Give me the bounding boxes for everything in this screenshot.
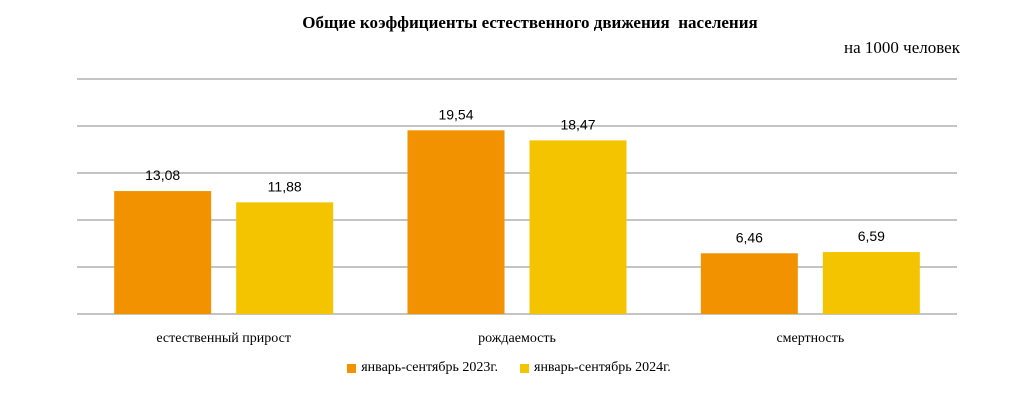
category-label: смертность [776, 331, 844, 346]
bar [822, 252, 920, 314]
bar [236, 202, 334, 314]
data-label: 19,54 [438, 106, 473, 122]
bar [529, 140, 627, 314]
legend-label-2024: январь-сентябрь 2024г. [534, 360, 671, 375]
data-label: 6,46 [736, 229, 763, 245]
bar [407, 130, 505, 314]
legend-label-2023: январь-сентябрь 2023г. [361, 360, 498, 375]
chart-subtitle: на 1000 человек [844, 38, 960, 57]
data-label: 11,88 [268, 178, 302, 194]
chart-title: Общие коэффициенты естественного движени… [302, 13, 758, 32]
legend-swatch-2023 [347, 363, 357, 373]
bar [700, 253, 798, 314]
legend: январь-сентябрь 2023г. январь-сентябрь 2… [0, 360, 1018, 376]
category-label: рождаемость [478, 331, 556, 346]
data-label: 18,47 [560, 116, 595, 132]
legend-swatch-2024 [520, 363, 529, 373]
legend-item-2023: январь-сентябрь 2023г. [347, 360, 498, 376]
category-label: естественный прирост [156, 331, 291, 346]
bar [114, 191, 212, 314]
legend-item-2024: январь-сентябрь 2024г. [520, 360, 671, 376]
data-label: 13,08 [145, 167, 180, 183]
data-label: 6,59 [858, 228, 885, 244]
